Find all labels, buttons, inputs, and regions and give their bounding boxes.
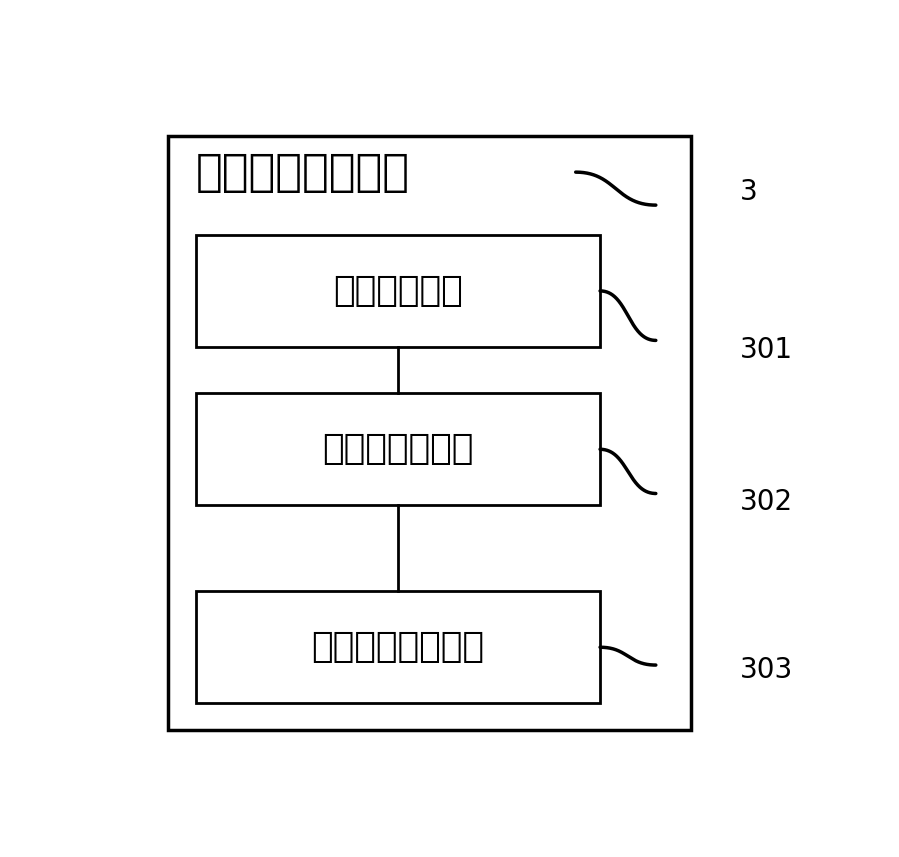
Text: 301: 301 bbox=[739, 336, 793, 364]
Text: 第一边界识别单元: 第一边界识别单元 bbox=[312, 630, 485, 664]
Text: 第一图像处理模块: 第一图像处理模块 bbox=[196, 151, 410, 194]
Bar bbox=[196, 235, 601, 347]
Bar bbox=[168, 136, 690, 730]
Bar bbox=[196, 393, 601, 506]
Text: 3: 3 bbox=[739, 178, 757, 206]
Text: 第一预处理单元: 第一预处理单元 bbox=[323, 432, 474, 466]
Bar bbox=[196, 591, 601, 704]
Text: 第一降噪单元: 第一降噪单元 bbox=[334, 274, 463, 308]
Text: 302: 302 bbox=[739, 488, 793, 516]
Text: 303: 303 bbox=[739, 656, 793, 685]
